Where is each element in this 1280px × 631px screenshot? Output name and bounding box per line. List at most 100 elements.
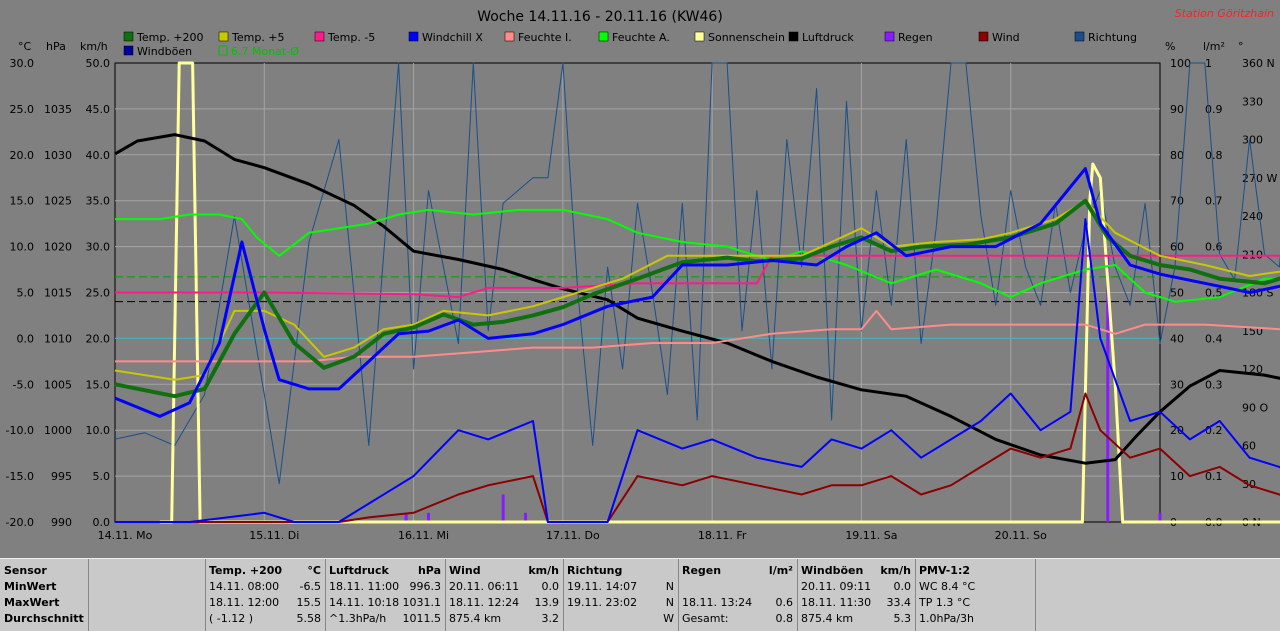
header-unit: °C <box>307 564 321 577</box>
pct-tick-label: 40 <box>1170 332 1184 345</box>
chart-title: Woche 14.11.16 - 20.11.16 (KW46) <box>477 9 723 25</box>
cell-date: 14.11. 08:00 <box>209 580 280 593</box>
temp-tick-label: -10.0 <box>6 424 34 437</box>
series-line-windchill-x <box>114 167 1280 418</box>
pct-tick-label: 90 <box>1170 103 1184 116</box>
temp-tick-label: 30.0 <box>10 57 35 70</box>
table-row: 19.11. 14:07 N <box>567 579 674 595</box>
row-label: Durchschnitt <box>4 612 84 625</box>
series-line-richtung <box>114 62 1280 485</box>
cell-date: ( -1.12 ) <box>209 612 254 625</box>
cell-value: 5.3 <box>893 612 912 625</box>
rain-tick-label: 0.9 <box>1205 103 1223 116</box>
pct-tick-label: 70 <box>1170 195 1184 208</box>
unit-rain: l/m² <box>1203 40 1225 53</box>
rain-tick-label: 0.2 <box>1205 424 1223 437</box>
legend-label: Feuchte I. <box>518 31 572 44</box>
legend-swatch <box>314 31 325 42</box>
temp-tick-label: 5.0 <box>17 287 35 300</box>
legend-swatch <box>123 31 134 42</box>
series-line-luftdruck <box>114 133 1280 465</box>
wind-tick-label: 5.0 <box>93 470 111 483</box>
rain-bar <box>524 512 528 522</box>
header-label: Sensor <box>4 564 47 577</box>
series-line-temp-5 <box>114 199 1280 381</box>
table-column: Richtung 19.11. 14:07 N 19.11. 23:02 N W <box>563 559 679 631</box>
cell-date: 18.11. 11:30 <box>801 596 872 609</box>
press-tick-label: 1025 <box>44 195 72 208</box>
axes: 30.025.020.015.010.05.00.0-5.0-10.0-15.0… <box>6 57 1278 542</box>
table-row: ^1.3hPa/h 1011.5 <box>329 611 441 627</box>
day-label: 17.11. Do <box>546 529 600 542</box>
header-label: Regen <box>682 564 722 577</box>
dir-tick-label: 90 O <box>1242 401 1268 414</box>
table-row <box>682 579 793 595</box>
series-line-wind <box>115 392 1280 523</box>
cell-value: N <box>665 580 674 593</box>
table-row: 1.0hPa/3h <box>919 611 1031 627</box>
table-column: Regen l/m² 18.11. 13:24 0.6 Gesamt: 0.8 <box>678 559 798 631</box>
day-label: 19.11. Sa <box>845 529 897 542</box>
wind-tick-label: 15.0 <box>86 378 111 391</box>
legend-swatch <box>504 31 515 42</box>
pct-tick-label: 100 <box>1170 57 1191 70</box>
series-line-temp-200 <box>114 198 1280 399</box>
wind-tick-label: 10.0 <box>86 424 111 437</box>
wind-tick-label: 45.0 <box>86 103 111 116</box>
header-label: Wind <box>449 564 481 577</box>
legend-swatch <box>694 31 705 42</box>
rain-tick-label: 0.1 <box>1205 470 1223 483</box>
axis-unit-labels: °C hPa km/h % l/m² ° <box>18 40 1244 53</box>
table-row: MaxWert <box>4 595 201 611</box>
cell-value: 1011.5 <box>402 612 442 625</box>
cell-value: -6.5 <box>299 580 321 593</box>
table-row: 18.11. 13:24 0.6 <box>682 595 793 611</box>
legend-label: Wind <box>992 31 1020 44</box>
legend-swatch <box>788 31 799 42</box>
table-column: Windböen km/h 20.11. 09:11 0.0 18.11. 11:30 3… <box>797 559 916 631</box>
table-row: 14.11. 10:18 1031.1 <box>329 595 441 611</box>
press-tick-label: 1020 <box>44 241 72 254</box>
table-column: Luftdruck hPa 18.11. 11:00 996.3 14.11. 10:1… <box>325 559 446 631</box>
legend-swatch <box>218 45 228 56</box>
plot-area <box>114 61 1280 524</box>
press-tick-label: 995 <box>51 470 72 483</box>
cell-value: 5.58 <box>296 612 322 625</box>
legend-label: Temp. +5 <box>231 31 285 44</box>
day-label: 18.11. Fr <box>698 529 747 542</box>
table-row: 875.4 km 5.3 <box>801 611 911 627</box>
cell-value: W <box>663 612 674 625</box>
table-row: 18.11. 11:30 33.4 <box>801 595 911 611</box>
table-column: PMV-1:2 WC 8.4 °C TP 1.3 °C 1.0hPa/3h <box>915 559 1036 631</box>
row-label: MinWert <box>4 580 57 593</box>
temp-tick-label: 15.0 <box>10 195 35 208</box>
temp-tick-label: 10.0 <box>10 241 35 254</box>
temp-tick-label: 20.0 <box>10 149 35 162</box>
cell-date: 875.4 km <box>449 612 502 625</box>
table-row: MinWert <box>4 579 201 595</box>
unit-press: hPa <box>46 40 66 53</box>
rain-bar <box>427 512 430 522</box>
series-line-feuchte-a- <box>115 208 1280 303</box>
dir-tick-label: 330 <box>1242 95 1263 108</box>
rain-bar <box>1158 512 1162 522</box>
header-label: Temp. +200 <box>209 564 283 577</box>
table-column: Wind km/h 20.11. 06:11 0.0 18.11. 12:24 13.9 8… <box>445 559 564 631</box>
header-label: Luftdruck <box>329 564 389 577</box>
day-label: 15.11. Di <box>249 529 299 542</box>
legend-label: Temp. +200 <box>136 31 204 44</box>
press-tick-label: 1000 <box>44 424 72 437</box>
sensor-column-divider <box>88 559 89 631</box>
header-label: Windböen <box>801 564 864 577</box>
table-row: 20.11. 06:11 0.0 <box>449 579 559 595</box>
table-header: Temp. +200 °C <box>209 563 321 579</box>
header-unit: l/m² <box>768 564 793 577</box>
pct-tick-label: 20 <box>1170 424 1184 437</box>
cell-value: 33.4 <box>886 596 912 609</box>
temp-tick-label: 25.0 <box>10 103 35 116</box>
cell-value: 1031.1 <box>402 596 442 609</box>
table-header: Windböen km/h <box>801 563 911 579</box>
cell-date: 20.11. 09:11 <box>801 580 872 593</box>
cell-value: 15.5 <box>296 596 322 609</box>
temp-tick-label: 0.0 <box>17 332 35 345</box>
